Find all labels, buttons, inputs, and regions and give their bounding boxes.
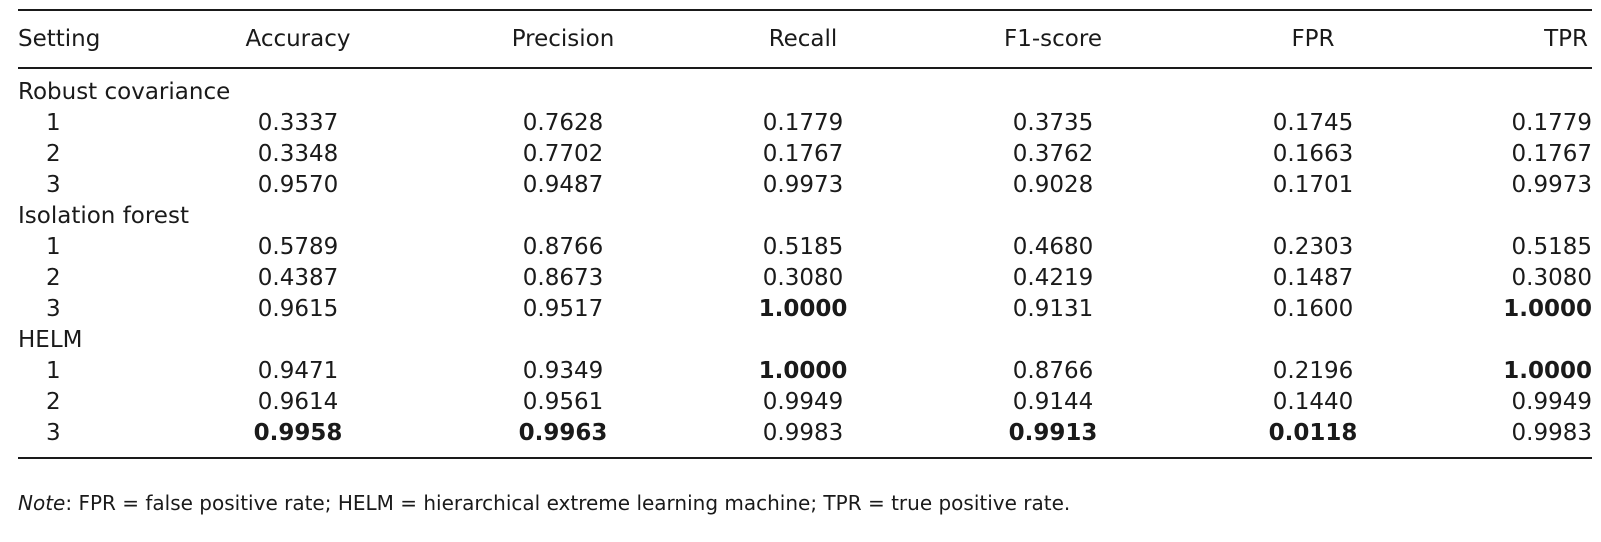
recall-cell: 1.0000 [758, 357, 848, 384]
precision-cell: 0.7628 [522, 109, 604, 136]
group-row: Robust covariance [18, 77, 1592, 108]
note-text: : FPR = false positive rate; HELM = hier… [65, 491, 1071, 515]
table-row: 1 0.3337 0.7628 0.1779 0.3735 0.1745 0.1779 [18, 108, 1592, 139]
table-row: 3 0.9958 0.9963 0.9983 0.9913 0.0118 0.9983 [18, 418, 1592, 449]
recall-cell: 0.1779 [762, 109, 844, 136]
precision-cell: 0.8673 [522, 264, 604, 291]
precision-cell: 0.9561 [522, 388, 604, 415]
fpr-cell: 0.1487 [1272, 264, 1354, 291]
results-table: Setting Accuracy Precision Recall F1-sco… [18, 9, 1592, 459]
setting-cell: 3 [46, 419, 61, 446]
accuracy-cell: 0.9614 [257, 388, 339, 415]
recall-cell: 0.9949 [762, 388, 844, 415]
group-label: Isolation forest [18, 202, 189, 229]
table-body: Robust covariance 1 0.3337 0.7628 0.1779 0.37… [18, 77, 1592, 449]
header-f1-score: F1-score [1004, 26, 1102, 52]
accuracy-cell: 0.3348 [257, 140, 339, 167]
tpr-cell: 0.3080 [1511, 264, 1592, 291]
tpr-cell: 1.0000 [1503, 357, 1592, 384]
header-recall: Recall [768, 26, 838, 52]
recall-cell: 1.0000 [758, 295, 848, 322]
recall-cell: 0.9973 [762, 171, 844, 198]
recall-cell: 0.3080 [762, 264, 844, 291]
precision-cell: 0.8766 [522, 233, 604, 260]
table-bottom-rule [18, 456, 1592, 459]
tpr-cell: 0.1767 [1511, 140, 1592, 167]
tpr-cell: 0.9973 [1511, 171, 1592, 198]
f1-score-cell: 0.3735 [1012, 109, 1094, 136]
table-row: 1 0.5789 0.8766 0.5185 0.4680 0.2303 0.5185 [18, 232, 1592, 263]
accuracy-cell: 0.9958 [253, 419, 343, 446]
fpr-cell: 0.0118 [1268, 419, 1358, 446]
accuracy-cell: 0.9570 [257, 171, 339, 198]
header-setting: Setting [18, 26, 101, 52]
fpr-cell: 0.2303 [1272, 233, 1354, 260]
setting-cell: 1 [46, 233, 61, 260]
tpr-cell: 0.5185 [1511, 233, 1592, 260]
setting-cell: 1 [46, 109, 61, 136]
precision-cell: 0.7702 [522, 140, 604, 167]
table-row: 1 0.9471 0.9349 1.0000 0.8766 0.2196 1.0000 [18, 356, 1592, 387]
setting-cell: 2 [46, 264, 61, 291]
f1-score-cell: 0.8766 [1012, 357, 1094, 384]
note-label: Note [18, 491, 66, 515]
f1-score-cell: 0.9913 [1008, 419, 1098, 446]
precision-cell: 0.9487 [522, 171, 604, 198]
setting-cell: 1 [46, 357, 61, 384]
precision-cell: 0.9517 [522, 295, 604, 322]
recall-cell: 0.5185 [762, 233, 844, 260]
table-header-row: Setting Accuracy Precision Recall F1-sco… [18, 11, 1592, 67]
table-note: Note: FPR = false positive rate; HELM = … [18, 491, 1070, 515]
setting-cell: 3 [46, 171, 61, 198]
setting-cell: 2 [46, 140, 61, 167]
f1-score-cell: 0.9028 [1012, 171, 1094, 198]
table-row: 3 0.9570 0.9487 0.9973 0.9028 0.1701 0.9973 [18, 170, 1592, 201]
fpr-cell: 0.2196 [1272, 357, 1354, 384]
accuracy-cell: 0.4387 [257, 264, 339, 291]
setting-cell: 2 [46, 388, 61, 415]
fpr-cell: 0.1701 [1272, 171, 1354, 198]
table-row: 2 0.9614 0.9561 0.9949 0.9144 0.1440 0.9949 [18, 387, 1592, 418]
fpr-cell: 0.1440 [1272, 388, 1354, 415]
table-row: 2 0.4387 0.8673 0.3080 0.4219 0.1487 0.3080 [18, 263, 1592, 294]
tpr-cell: 0.9983 [1511, 419, 1592, 446]
recall-cell: 0.9983 [762, 419, 844, 446]
tpr-cell: 1.0000 [1503, 295, 1592, 322]
precision-cell: 0.9349 [522, 357, 604, 384]
setting-cell: 3 [46, 295, 61, 322]
f1-score-cell: 0.9131 [1012, 295, 1094, 322]
f1-score-cell: 0.3762 [1012, 140, 1094, 167]
header-precision: Precision [511, 26, 615, 52]
group-label: Robust covariance [18, 78, 231, 105]
table-header-rule [18, 67, 1592, 69]
accuracy-cell: 0.9471 [257, 357, 339, 384]
table-row: 2 0.3348 0.7702 0.1767 0.3762 0.1663 0.1767 [18, 139, 1592, 170]
table-row: 3 0.9615 0.9517 1.0000 0.9131 0.1600 1.0000 [18, 294, 1592, 325]
f1-score-cell: 0.9144 [1012, 388, 1094, 415]
header-accuracy: Accuracy [245, 26, 351, 52]
precision-cell: 0.9963 [518, 419, 608, 446]
fpr-cell: 0.1663 [1272, 140, 1354, 167]
accuracy-cell: 0.9615 [257, 295, 339, 322]
header-fpr: FPR [1291, 26, 1335, 52]
tpr-cell: 0.1779 [1511, 109, 1592, 136]
group-row: HELM [18, 325, 1592, 356]
fpr-cell: 0.1600 [1272, 295, 1354, 322]
fpr-cell: 0.1745 [1272, 109, 1354, 136]
group-label: HELM [18, 326, 83, 353]
recall-cell: 0.1767 [762, 140, 844, 167]
header-tpr: TPR [1544, 26, 1588, 52]
table-top-rule [18, 9, 1592, 11]
group-row: Isolation forest [18, 201, 1592, 232]
tpr-cell: 0.9949 [1511, 388, 1592, 415]
f1-score-cell: 0.4680 [1012, 233, 1094, 260]
accuracy-cell: 0.5789 [257, 233, 339, 260]
accuracy-cell: 0.3337 [257, 109, 339, 136]
f1-score-cell: 0.4219 [1012, 264, 1094, 291]
